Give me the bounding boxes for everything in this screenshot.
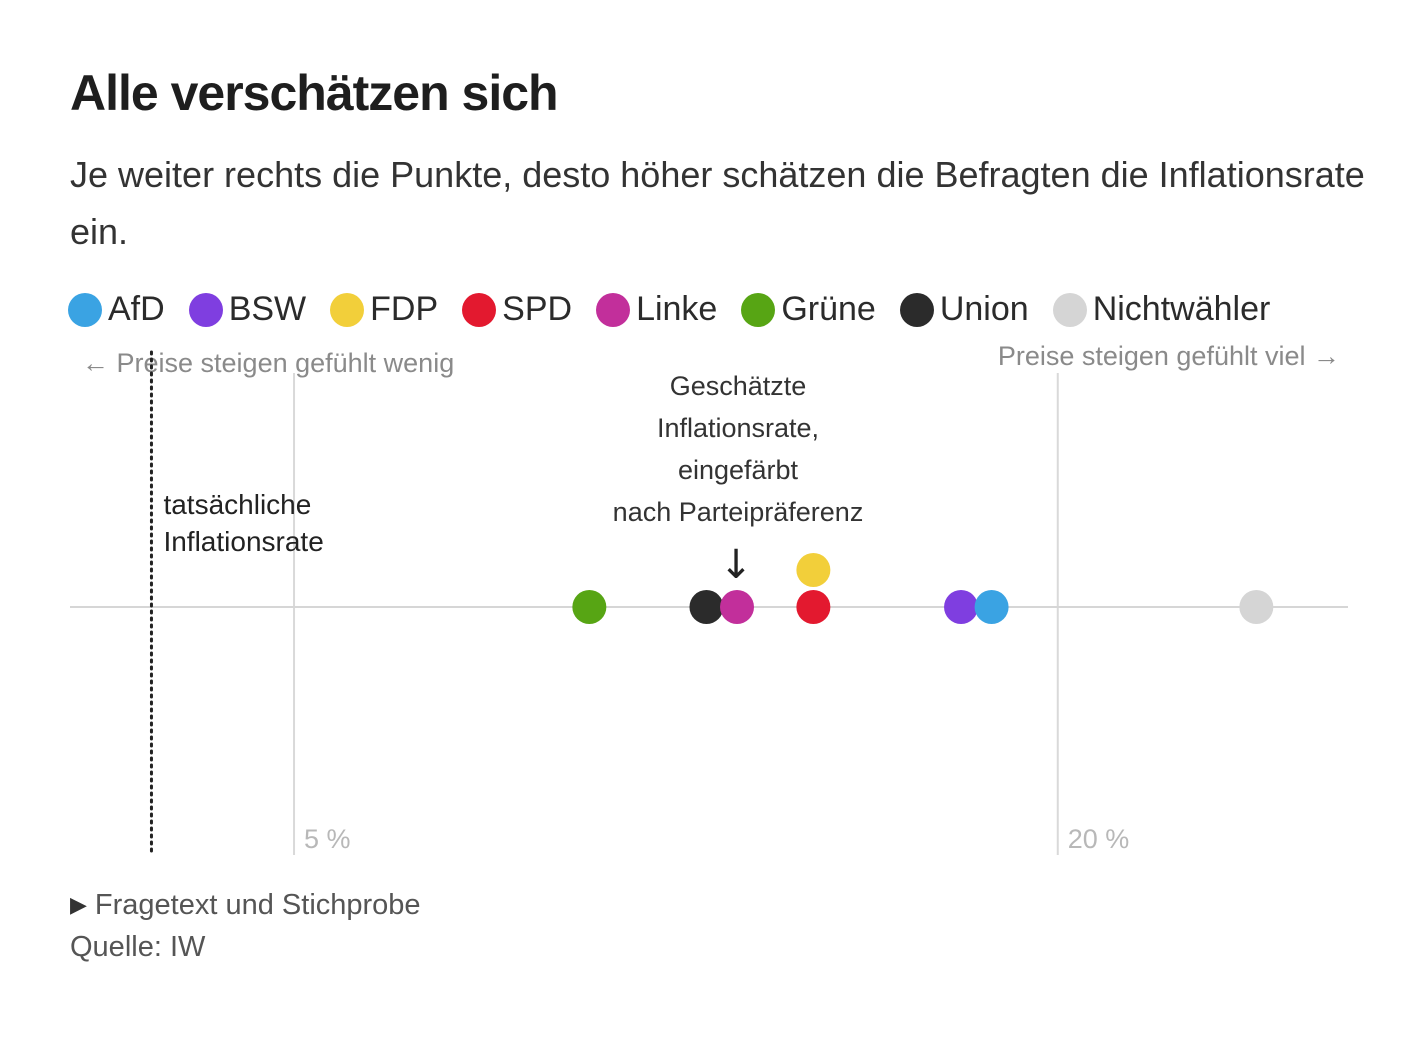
chart-title: Alle verschätzen sich	[70, 65, 559, 121]
annotation-text: eingefärbt	[678, 455, 799, 485]
legend-label: Grüne	[781, 290, 876, 328]
footer: ▶ Fragetext und Stichprobe Quelle: IW	[70, 884, 421, 968]
legend-item-fdp: FDP	[330, 290, 438, 329]
legend-swatch	[68, 292, 102, 327]
axis-label-left: ← Preise steigen gefühlt wenig	[82, 348, 454, 378]
legend-label: SPD	[502, 290, 573, 328]
legend-swatch	[1052, 292, 1087, 327]
chart-subtitle: Je weiter rechts die Punkte, desto höher…	[70, 154, 1365, 252]
tick-label: 20 %	[1068, 824, 1130, 854]
legend-swatch	[741, 292, 776, 327]
dot-afd	[974, 590, 1009, 624]
annotation-text: Geschätzte	[670, 371, 807, 401]
question-text-toggle-label: Fragetext und Stichprobe	[94, 889, 421, 921]
triangle-right-icon: ▶	[70, 892, 87, 917]
actual-inflation-label: tatsächliche	[163, 489, 311, 520]
legend-item-nichtwähler: Nichtwähler	[1052, 290, 1271, 329]
legend-label: FDP	[370, 290, 439, 328]
legend-item-bsw: BSW	[188, 290, 307, 329]
legend-swatch	[899, 292, 934, 327]
dot-linke	[720, 590, 755, 624]
actual-inflation-label: Inflationsrate	[163, 526, 323, 557]
dot-spd	[796, 590, 831, 624]
legend-swatch	[188, 292, 223, 327]
dot-grüne	[572, 590, 607, 624]
legend-label: Linke	[636, 290, 718, 328]
dot-bsw	[944, 590, 979, 624]
annotation-text: nach Parteipräferenz	[613, 497, 864, 527]
legend-item-union: Union	[899, 290, 1029, 329]
legend-swatch	[330, 292, 365, 327]
legend-label: Union	[939, 290, 1029, 328]
tick-label: 5 %	[304, 824, 351, 854]
legend-swatch	[596, 292, 631, 327]
legend: AfD BSW FDP SPD Linke Grüne Union Nichtwähler	[68, 290, 1294, 329]
axis-label-right: Preise steigen gefühlt viel →	[998, 341, 1340, 371]
legend-item-linke: Linke	[596, 290, 717, 329]
source-note: Quelle: IW	[70, 931, 206, 963]
annotation-arrow: ↓	[719, 542, 753, 588]
legend-item-afd: AfD	[68, 290, 165, 329]
legend-label: Nichtwähler	[1092, 290, 1271, 328]
dot-union	[689, 590, 724, 624]
annotation-text: Inflationsrate,	[657, 413, 819, 443]
dot-nichtwähler	[1239, 590, 1274, 624]
legend-item-grüne: Grüne	[741, 290, 876, 329]
legend-swatch	[462, 292, 497, 327]
legend-label: AfD	[108, 290, 165, 328]
question-text-toggle[interactable]: ▶ Fragetext und Stichprobe	[70, 884, 421, 926]
dot-plot: ← Preise steigen gefühlt wenig Preise ste…	[70, 341, 1348, 857]
legend-item-spd: SPD	[462, 290, 572, 329]
dot-fdp	[796, 553, 831, 587]
legend-label: BSW	[228, 290, 307, 328]
